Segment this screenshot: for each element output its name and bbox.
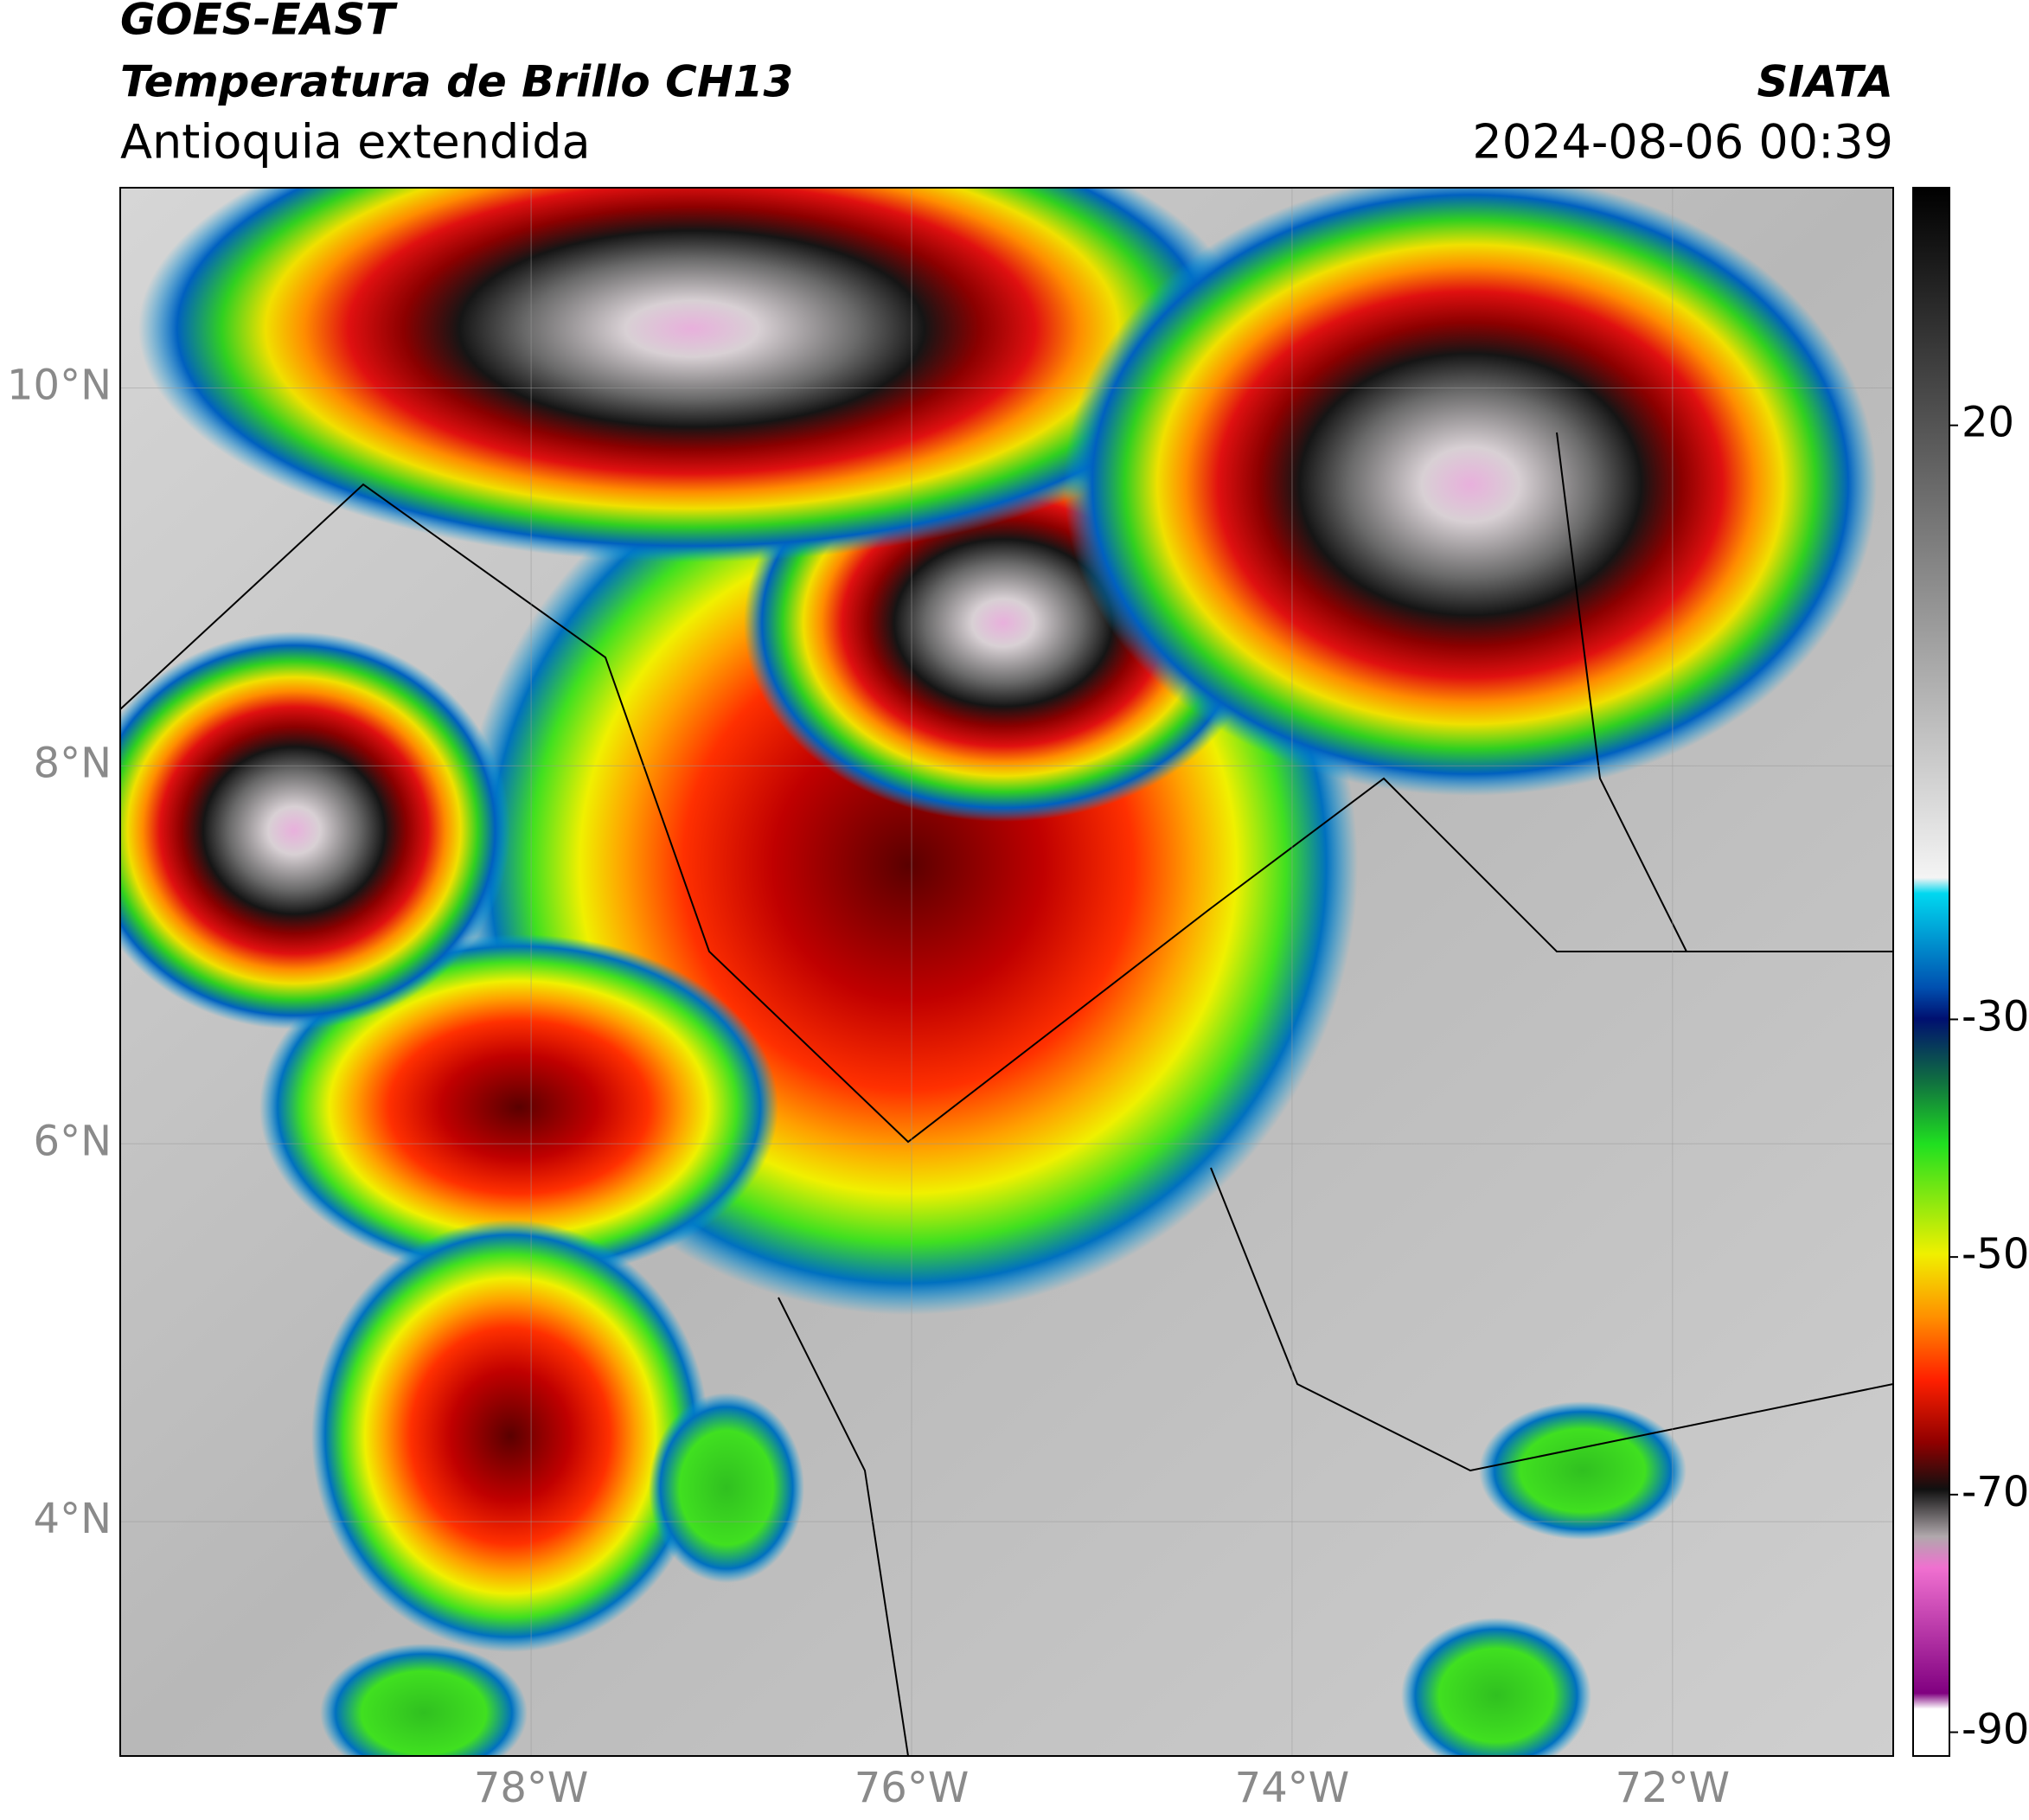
graticule [120,188,1893,1756]
map-imagery [120,188,1893,1756]
agency: SIATA [1757,57,1893,107]
colorbar-tick-label: -50 [1962,1230,2029,1278]
colorbar-tick-label: -90 [1962,1706,2029,1754]
lat-tick-label: 6°N [34,1117,112,1165]
lat-tick-label: 8°N [34,739,112,787]
satellite: GOES-EAST [120,0,398,45]
map-frame [119,187,1894,1757]
lat-tick-label: 4°N [34,1495,112,1543]
region: Antioquia extendida [120,115,591,170]
colorbar-tick-label: -30 [1962,992,2029,1041]
cloud-top [120,631,510,1029]
cloud-top [1064,188,1877,796]
cloud-top [138,188,1245,562]
convective-area [320,1644,528,1756]
lat-tick-label: 10°N [7,362,112,410]
convective-area [1479,1401,1687,1540]
borders [120,432,1893,1756]
convective-area [1401,1618,1591,1756]
product: Temperatura de Brillo CH13 [120,57,793,107]
lon-tick-label: 72°W [1616,1764,1731,1812]
colorbar [1912,187,1950,1757]
lon-tick-label: 76°W [854,1764,970,1812]
convective-area [649,1393,804,1583]
datetime: 2024-08-06 00:39 [1472,115,1893,170]
colorbar-tick-label: -70 [1962,1468,2029,1516]
convective-area [311,1220,709,1652]
lon-tick-label: 78°W [474,1764,589,1812]
colorbar-tick-label: 20 [1962,399,2014,447]
convective-area [259,934,778,1280]
lon-tick-label: 74°W [1235,1764,1350,1812]
